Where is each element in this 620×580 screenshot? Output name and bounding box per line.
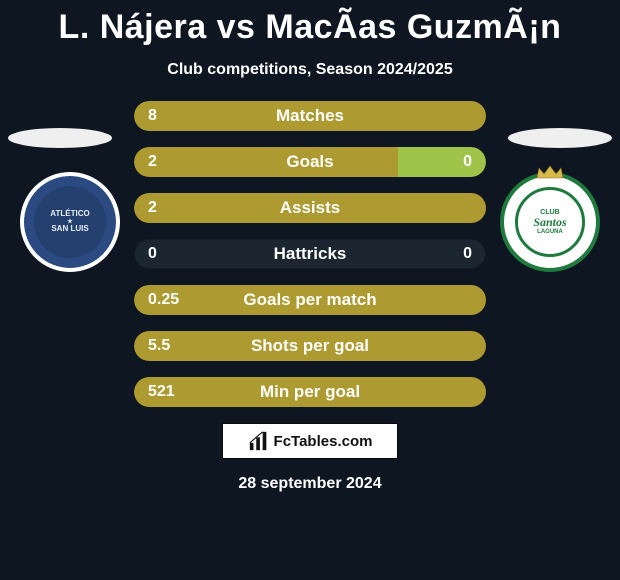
stat-label: Matches <box>134 101 486 131</box>
stat-label: Assists <box>134 193 486 223</box>
stat-label: Goals <box>134 147 486 177</box>
snapshot-date: 28 september 2024 <box>0 475 620 493</box>
right-badge-text-bottom: LAGUNA <box>537 229 563 235</box>
page-title: L. Nájera vs MacÃ­as GuzmÃ¡n <box>0 0 620 47</box>
stat-row: 2Assists <box>134 193 486 223</box>
stat-row: 00Hattricks <box>134 239 486 269</box>
crown-icon <box>535 164 565 180</box>
stat-row: 8Matches <box>134 101 486 131</box>
stat-row: 0.25Goals per match <box>134 285 486 315</box>
subtitle: Club competitions, Season 2024/2025 <box>0 61 620 79</box>
left-badge-text-top: ATLÉTICO <box>50 210 89 219</box>
left-badge-text-bottom: SAN LUIS <box>51 225 88 234</box>
stat-label: Min per goal <box>134 377 486 407</box>
stat-label: Goals per match <box>134 285 486 315</box>
left-player-ellipse <box>8 128 112 148</box>
right-badge-text-mid: Santos <box>533 216 566 229</box>
right-team-badge: CLUB Santos LAGUNA <box>500 172 600 272</box>
right-player-ellipse <box>508 128 612 148</box>
footer-logo-text: FcTables.com <box>274 433 373 450</box>
stats-bars: 8Matches 20Goals 2Assists 00Hattricks 0.25Go… <box>134 101 486 407</box>
stat-label: Shots per goal <box>134 331 486 361</box>
stat-row: 20Goals <box>134 147 486 177</box>
chart-icon <box>248 430 270 452</box>
footer-logo: FcTables.com <box>222 423 398 459</box>
stat-label: Hattricks <box>134 239 486 269</box>
stat-row: 5.5Shots per goal <box>134 331 486 361</box>
stat-row: 521Min per goal <box>134 377 486 407</box>
left-team-badge: ATLÉTICO ★ SAN LUIS <box>20 172 120 272</box>
